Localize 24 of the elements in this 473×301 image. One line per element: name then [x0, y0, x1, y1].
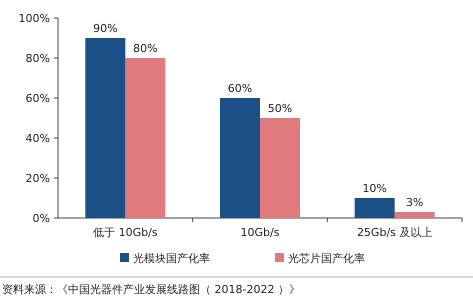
data-label: 50%	[268, 102, 292, 115]
y-tick-label: 0%	[32, 212, 50, 225]
bar	[394, 212, 435, 218]
bar	[125, 58, 166, 218]
text: 资料来源：《中国光器件产业发展线路图（ 2018-2022 ）》	[2, 283, 300, 296]
data-label: 60%	[228, 82, 252, 95]
x-tick-label: 低于 10Gb/s	[93, 226, 158, 239]
legend-label: 光模块国产化率	[133, 252, 210, 265]
data-label: 3%	[406, 196, 424, 209]
y-tick-label: 20%	[26, 172, 50, 185]
data-label: 10%	[362, 182, 387, 195]
x-tick-label: 25Gb/s 及以上	[356, 226, 432, 239]
y-tick-label: 40%	[26, 132, 50, 145]
y-tick-label: 60%	[26, 92, 50, 105]
x-tick-label: 10Gb/s	[240, 226, 280, 239]
y-tick-label: 100%	[18, 12, 50, 25]
bar	[220, 98, 260, 218]
legend-label: 光芯片国产化率	[288, 252, 365, 265]
y-tick-label: 80%	[26, 52, 50, 65]
bar	[354, 198, 395, 218]
bar	[260, 118, 300, 218]
bar	[85, 38, 126, 218]
data-label: 90%	[93, 22, 118, 35]
data-label: 80%	[133, 42, 158, 55]
